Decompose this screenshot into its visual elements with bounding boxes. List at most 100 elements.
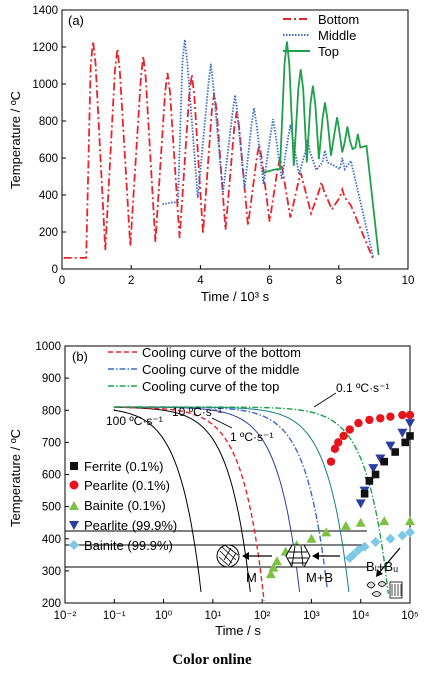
pearlite-0-1-point xyxy=(405,410,415,420)
pearlite-99-9-point xyxy=(385,441,396,451)
series-line-bottom xyxy=(63,41,375,261)
x-tick-label-b: 10⁻¹ xyxy=(103,610,126,622)
arrow-to-b-head xyxy=(376,569,383,577)
legend-a: Bottom Middle Top xyxy=(283,12,359,59)
ferrite-0-1-point xyxy=(360,489,369,498)
legend-marker-bainite xyxy=(69,501,79,510)
pearlite-99-9-point xyxy=(405,419,415,429)
legend-label-pearlite-99: Pearlite (99.9%) xyxy=(84,518,177,533)
legend-marker-bainite-99 xyxy=(69,540,79,550)
phase-region-lines xyxy=(65,530,367,568)
x-tick-label-b: 10⁻² xyxy=(54,610,77,622)
pearlite-0-1-point xyxy=(398,410,407,420)
bainite-0-1-point xyxy=(405,516,415,526)
cooling-rate-100-curve xyxy=(113,409,202,592)
x-tick-label-a: 6 xyxy=(266,275,272,287)
plot-frame-a xyxy=(61,9,409,270)
panel-label-b: (b) xyxy=(72,349,88,364)
bainite-sheaf-icon xyxy=(366,581,387,597)
pearlite-0-1-point xyxy=(339,431,348,441)
bainite-0-1-point xyxy=(355,517,366,527)
y-tick-label-b: 500 xyxy=(42,502,61,514)
bainite-99-9-point xyxy=(359,541,370,552)
ferrite-0-1-point xyxy=(391,448,399,456)
axis-ticks-b: 10⁻² 10⁻¹ 10⁰ 10¹ 10² 10³ 10⁴ 10⁵ 200 300 400 500 60… xyxy=(35,341,419,622)
ferrite-0-1-point xyxy=(380,457,389,466)
series-lines-a xyxy=(63,39,380,261)
ferrite-0-1-point xyxy=(401,438,410,447)
y-tick-label-a: 0 xyxy=(52,264,58,276)
rate-label-1: 1 ºC·s⁻¹ xyxy=(230,430,273,444)
martensite-bainite-micrograph-icon xyxy=(285,544,311,568)
rate-label-0-1: 0.1 ºC·s⁻¹ xyxy=(336,381,389,395)
figure-caption: Color online xyxy=(172,652,252,668)
x-axis-label-b: Time / s xyxy=(215,623,261,638)
pearlite-0-1-point xyxy=(326,457,336,466)
x-tick-label-b: 10³ xyxy=(303,610,320,622)
bainite-99-9-point xyxy=(385,533,396,544)
cooling-curves xyxy=(113,406,389,601)
legend-label-pearlite: Pearlite (0.1%) xyxy=(84,478,170,493)
rate-label-100: 100 ºC·s⁻¹ xyxy=(106,414,163,428)
legend-label-bottom-curve: Cooling curve of the bottom xyxy=(142,345,301,360)
martensite-micrograph-icon xyxy=(216,544,240,568)
y-tick-label-b: 900 xyxy=(42,373,61,385)
y-tick-label-a: 800 xyxy=(39,116,58,128)
phase-label-mb: M+B xyxy=(306,570,333,585)
legend-label-ferrite: Ferrite (0.1%) xyxy=(84,459,163,474)
pearlite-99-9-point xyxy=(375,454,386,464)
pearlite-99-9-point xyxy=(397,428,408,438)
x-axis-label-a: Time / 10³ s xyxy=(201,289,270,304)
transformation-markers xyxy=(265,410,415,579)
bainite-99-9-point xyxy=(397,530,408,541)
ferrite-0-1-point xyxy=(371,470,380,479)
pearlite-99-9-point xyxy=(368,464,379,474)
phase-label-b: Bₗ+Bᵤ xyxy=(366,559,398,574)
panel-b: (b) 10⁻² 10⁻¹ 10⁰ 10¹ 10² 10³ 10⁴ 10⁵ 200 300 400 5… xyxy=(8,341,419,638)
y-tick-label-b: 300 xyxy=(42,566,61,578)
y-axis-label-a: Temperature / ºC xyxy=(8,91,23,189)
rate-pointer-10 xyxy=(211,417,233,429)
arrow-to-b xyxy=(377,547,401,575)
bainite-0-1-point xyxy=(265,569,276,579)
bainite-0-1-point xyxy=(379,516,390,526)
legend-marker-ferrite xyxy=(70,462,78,470)
legend-label-bainite-99: Bainite (99.9%) xyxy=(84,538,173,553)
y-tick-label-a: 200 xyxy=(39,227,58,239)
legend-markers-b: Ferrite (0.1%) Pearlite (0.1%) Bainite (… xyxy=(69,459,177,553)
y-tick-label-b: 400 xyxy=(42,534,61,546)
x-tick-label-a: 8 xyxy=(336,275,342,287)
pearlite-0-1-point xyxy=(345,425,354,434)
bainite-0-1-point xyxy=(306,533,317,543)
x-tick-label-b: 10² xyxy=(254,610,271,622)
y-tick-label-b: 700 xyxy=(42,437,61,449)
bainite-lath-lines-icon xyxy=(391,584,402,596)
bainite-99-9-point xyxy=(370,536,381,547)
pearlite-0-1-point xyxy=(365,415,374,425)
y-tick-label-b: 200 xyxy=(42,598,61,610)
pearlite-0-1-point xyxy=(334,438,343,447)
martensite-needles-icon xyxy=(218,545,239,567)
legend-lines-b: Cooling curve of the bottom Cooling curv… xyxy=(108,345,301,394)
legend-label-bainite: Bainite (0.1%) xyxy=(84,498,166,513)
pearlite-99-9-point xyxy=(355,499,366,509)
legend-label-bottom: Bottom xyxy=(318,12,359,27)
x-tick-label-a: 4 xyxy=(197,275,204,287)
bottom-cooling-curve xyxy=(113,406,265,601)
y-tick-label-b: 600 xyxy=(42,470,61,482)
microstructure-icons xyxy=(216,544,403,599)
x-tick-label-b: 10⁵ xyxy=(401,610,419,622)
y-tick-label-a: 1400 xyxy=(32,5,58,17)
legend-label-middle-curve: Cooling curve of the middle xyxy=(142,362,300,377)
pearlite-0-1-point xyxy=(330,444,340,453)
series-line-top xyxy=(262,41,380,256)
top-cooling-curve xyxy=(114,406,389,594)
x-tick-label-b: 10¹ xyxy=(205,610,222,622)
pearlite-0-1-point xyxy=(376,414,385,423)
legend-label-middle: Middle xyxy=(318,28,356,43)
rate-pointer-0-1 xyxy=(313,392,337,408)
x-tick-label-a: 2 xyxy=(128,275,134,287)
bainite-99-9-point xyxy=(348,549,359,560)
bainite-0-1-point xyxy=(321,527,332,537)
